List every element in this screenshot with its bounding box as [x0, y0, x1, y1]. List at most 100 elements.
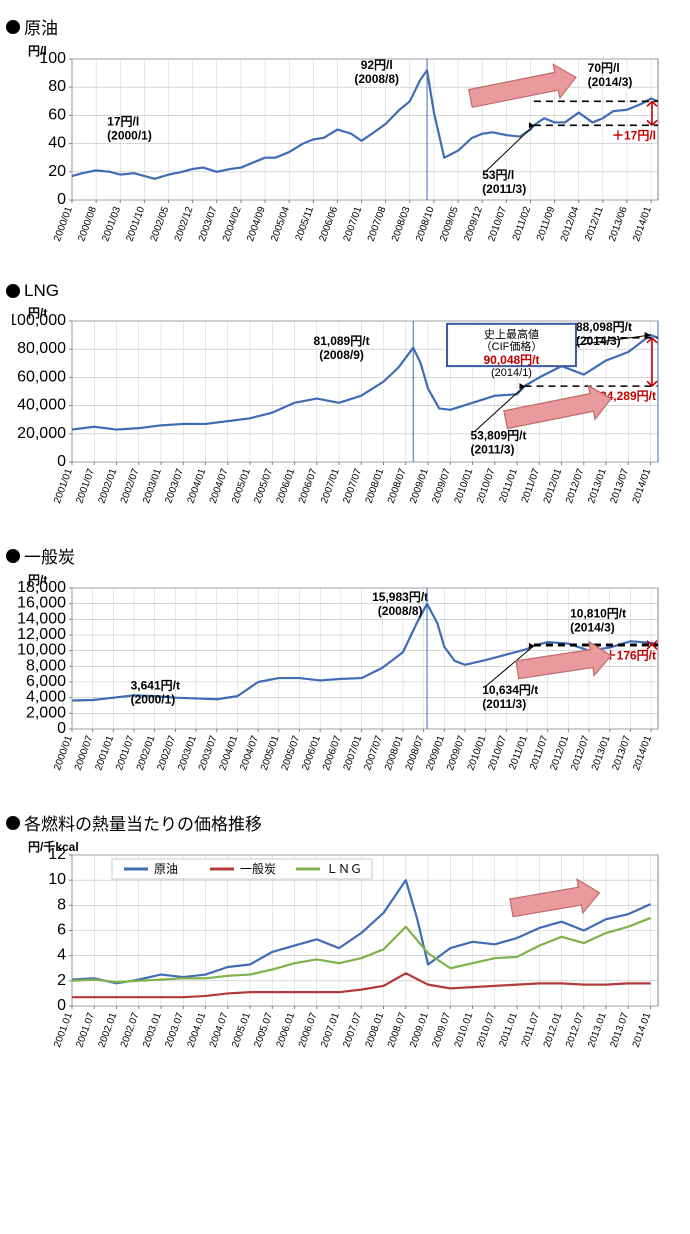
svg-text:(2014/3): (2014/3): [588, 75, 633, 89]
trend-arrow-icon: [510, 879, 599, 916]
section-title-combined: 各燃料の熱量当たりの価格推移: [6, 810, 684, 835]
x-tick-label: 2006/07: [321, 734, 344, 772]
bullet-icon: [6, 816, 20, 830]
annotation: 10,810円/t(2014/3): [570, 607, 626, 635]
x-tick-label: 2011/02: [511, 205, 534, 242]
x-tick-label: 2002.01: [97, 1011, 120, 1049]
callout-sub: (2014/1): [491, 367, 532, 379]
y-tick-label: 12,000: [17, 626, 66, 643]
x-tick-label: 2002/07: [119, 467, 142, 505]
y-tick-label: 16,000: [17, 595, 66, 612]
x-tick-label: 2014/01: [631, 734, 654, 772]
x-tick-label: 2006/01: [300, 734, 323, 772]
callout-line: （CIF価格）: [481, 339, 543, 353]
x-tick-label: 2009/07: [430, 467, 453, 505]
x-tick-label: 2010/07: [486, 205, 509, 243]
x-tick-label: 2002/01: [97, 467, 120, 505]
x-tick-label: 2003/07: [197, 205, 220, 243]
chart-crude: 020406080100円/l2000/012000/082001/032001…: [12, 41, 672, 261]
y-tick-label: 8,000: [26, 657, 66, 674]
svg-text:(2000/1): (2000/1): [107, 128, 152, 142]
x-tick-label: 2001/03: [100, 205, 123, 243]
bullet-icon: [6, 549, 20, 563]
svg-text:15,983円/t: 15,983円/t: [372, 590, 428, 604]
svg-text:88,098円/t: 88,098円/t: [576, 320, 632, 334]
svg-text:(2014/3): (2014/3): [570, 621, 615, 635]
x-tick-label: 2004/01: [186, 467, 209, 505]
svg-text:92円/l: 92円/l: [361, 58, 393, 72]
x-tick-label: 2007.07: [341, 1011, 364, 1049]
x-tick-label: 2006.07: [297, 1011, 320, 1049]
x-tick-label: 2007/01: [342, 734, 365, 772]
x-tick-label: 2008/07: [404, 734, 427, 772]
y-tick-label: 60: [48, 106, 66, 123]
x-tick-label: 2012/07: [564, 467, 587, 505]
x-tick-label: 2010.07: [475, 1011, 498, 1049]
x-tick-label: 2003/07: [197, 734, 220, 772]
svg-text:81,089円/t: 81,089円/t: [314, 334, 370, 348]
x-tick-label: 2011.07: [520, 1011, 543, 1048]
x-tick-label: 2001/01: [52, 467, 75, 505]
y-tick-label: 4,000: [26, 689, 66, 706]
x-tick-label: 2010/01: [466, 734, 489, 772]
x-tick-label: 2014.01: [631, 1011, 654, 1049]
x-tick-label: 2012/01: [548, 734, 571, 772]
section-title-text: 一般炭: [24, 543, 75, 568]
y-axis-label: 円/千kcal: [28, 839, 79, 854]
x-tick-label: 2014/01: [631, 205, 654, 243]
x-tick-label: 2009/01: [408, 467, 431, 505]
annotation: 15,983円/t(2008/8): [372, 590, 428, 618]
y-tick-label: 6,000: [26, 673, 66, 690]
x-tick-label: 2008.07: [386, 1011, 409, 1049]
x-tick-label: 2004/02: [221, 205, 244, 243]
svg-text:10,634円/t: 10,634円/t: [482, 683, 538, 697]
y-tick-label: 80,000: [17, 340, 66, 357]
svg-text:(2014/3): (2014/3): [576, 334, 621, 348]
x-tick-label: 2006.01: [275, 1011, 298, 1049]
callout-line: 史上最高値: [484, 327, 539, 341]
svg-text:(2008/8): (2008/8): [354, 72, 399, 86]
chart-combined: 024681012円/千kcal2001.012001.072002.01200…: [12, 837, 672, 1067]
x-tick-label: 2013/07: [608, 467, 631, 505]
section-title-coal: 一般炭: [6, 543, 684, 568]
legend-label: ＬＮＧ: [326, 862, 362, 876]
x-tick-label: 2013.07: [608, 1011, 631, 1049]
delta-bracket-icon: [647, 338, 657, 386]
callout-value: 90,048円/t: [483, 353, 539, 367]
svg-text:70円/l: 70円/l: [588, 61, 620, 75]
x-tick-label: 2001/07: [114, 734, 137, 772]
x-tick-label: 2008.01: [364, 1011, 387, 1049]
annotation: 10,634円/t(2011/3): [482, 683, 538, 711]
x-tick-label: 2002.07: [119, 1011, 142, 1049]
svg-text:(2011/3): (2011/3): [482, 182, 526, 196]
x-tick-label: 2005.01: [230, 1011, 253, 1049]
y-tick-label: 10,000: [17, 642, 66, 659]
annotation: 92円/l(2008/8): [354, 58, 399, 86]
annotation: 3,641円/t(2000/1): [131, 679, 180, 707]
svg-text:(2000/1): (2000/1): [131, 693, 176, 707]
x-tick-label: 2004/07: [208, 467, 231, 505]
x-tick-label: 2013/01: [586, 467, 609, 505]
x-tick-label: 2009/12: [462, 205, 485, 243]
y-tick-label: 4: [57, 947, 66, 964]
y-tick-label: 10: [48, 871, 66, 888]
x-tick-label: 2008/01: [364, 467, 387, 505]
x-tick-label: 2006/01: [275, 467, 298, 505]
x-tick-label: 2011/07: [528, 734, 551, 771]
x-tick-label: 2001/10: [125, 205, 148, 243]
x-tick-label: 2011/01: [507, 734, 530, 771]
x-tick-label: 2005/07: [280, 734, 303, 772]
x-tick-label: 2005/11: [294, 205, 317, 242]
x-tick-label: 2001.07: [74, 1011, 97, 1049]
x-tick-label: 2011/07: [520, 467, 543, 504]
x-tick-label: 2010.01: [453, 1011, 476, 1049]
section-title-text: 各燃料の熱量当たりの価格推移: [24, 810, 262, 835]
x-tick-label: 2010/07: [475, 467, 498, 505]
y-tick-label: 80: [48, 78, 66, 95]
y-tick-label: 40,000: [17, 397, 66, 414]
legend-label: 一般炭: [240, 861, 276, 876]
x-tick-label: 2005/07: [252, 467, 275, 505]
y-tick-label: 8: [57, 896, 66, 913]
x-tick-label: 2008/10: [414, 205, 437, 243]
y-tick-label: 20: [48, 163, 66, 180]
